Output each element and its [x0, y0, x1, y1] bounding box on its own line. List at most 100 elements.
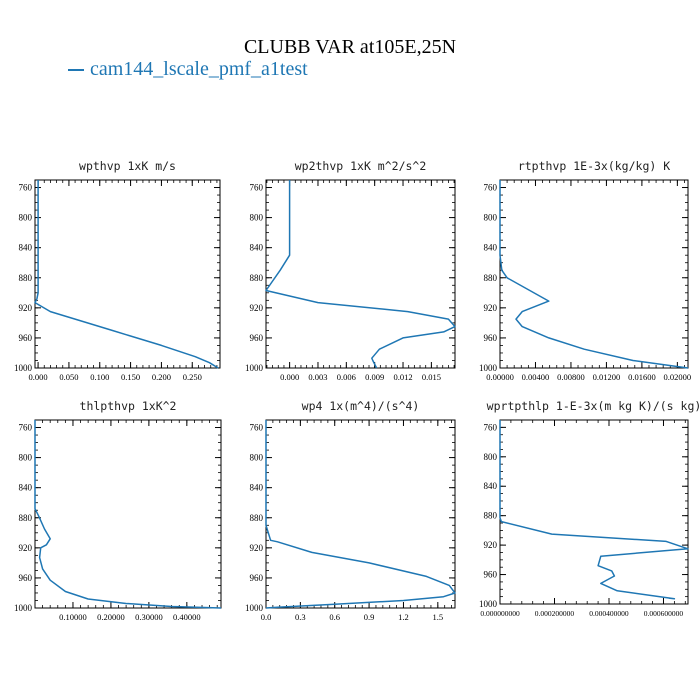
x-tick-label: 0.000	[280, 372, 299, 382]
x-tick-label: 0.3	[295, 612, 306, 622]
series-line	[34, 180, 219, 369]
x-tick-label: 0.6	[329, 612, 340, 622]
x-tick-label: 0.00800	[557, 372, 585, 382]
figure-title: CLUBB VAR at105E,25N	[243, 36, 457, 58]
x-tick-label: 0.009	[365, 372, 384, 382]
y-tick-label: 960	[250, 333, 264, 343]
x-tick-label: 0.01200	[593, 372, 621, 382]
axes-frame	[265, 419, 456, 609]
y-tick-label: 960	[250, 573, 264, 583]
subplot-3: rtpthvp 1E-3x(kg/kg) K 760 800 840 880 920 960…	[479, 159, 691, 382]
y-tick-label: 960	[484, 570, 498, 580]
axes-frame	[499, 419, 689, 605]
y-tick-label: 1000	[479, 363, 498, 373]
x-tick-label: 0.250	[183, 372, 202, 382]
y-tick-label: 920	[484, 540, 498, 550]
x-tick-label: 0.10000	[59, 612, 87, 622]
y-tick-label: 760	[19, 423, 33, 433]
x-tick-label: 0.006	[337, 372, 356, 382]
y-tick-label: 960	[19, 573, 33, 583]
x-tick-label: 0.0	[261, 612, 272, 622]
subplot-4: thlpthvp 1xK^2 760 800 840 880 920 960 1000 0.10…	[14, 399, 222, 622]
x-tick-label: 1.5	[433, 612, 444, 622]
axes-frame	[34, 179, 221, 369]
series-line	[499, 180, 689, 369]
x-tick-label: 0.150	[121, 372, 140, 382]
x-tick-label: 0.000600000	[644, 609, 684, 618]
legend-label: cam144_lscale_pmf_a1test	[90, 58, 308, 80]
x-tick-label: 0.000200000	[535, 609, 575, 618]
legend-line-swatch	[68, 69, 84, 72]
y-tick-label: 800	[250, 453, 264, 463]
y-tick-label: 880	[250, 513, 264, 523]
x-tick-label: 0.003	[308, 372, 327, 382]
y-tick-label: 840	[484, 243, 498, 253]
y-tick-label: 840	[250, 483, 264, 493]
y-tick-label: 760	[484, 183, 498, 193]
subplot-title: rtpthvp 1E-3x(kg/kg) K	[518, 159, 670, 173]
y-tick-label: 800	[484, 213, 498, 223]
y-tick-label: 760	[250, 183, 264, 193]
y-tick-label: 880	[484, 273, 498, 283]
y-tick-label: 840	[484, 481, 498, 491]
y-tick-label: 880	[19, 513, 33, 523]
x-tick-label: 0.012	[393, 372, 412, 382]
x-tick-label: 1.2	[398, 612, 409, 622]
axes-frame	[265, 179, 456, 369]
x-tick-label: 0.9	[364, 612, 375, 622]
y-tick-label: 960	[484, 333, 498, 343]
x-tick-label: 0.01600	[628, 372, 656, 382]
subplot-2: wp2thvp 1xK m^2/s^2 760 800 840 880 920 960 100…	[245, 159, 456, 382]
subplot-1: wpthvp 1xK m/s 760 800 840 880 920 960 10000.00…	[14, 159, 221, 382]
y-tick-label: 920	[250, 543, 264, 553]
x-tick-label: 0.000	[29, 372, 48, 382]
y-tick-label: 840	[19, 243, 33, 253]
x-tick-label: 0.20000	[97, 612, 125, 622]
y-tick-label: 880	[250, 273, 264, 283]
axes-frame	[34, 419, 222, 609]
legend: cam144_lscale_pmf_a1test	[68, 58, 308, 81]
series-line	[34, 420, 222, 609]
y-tick-label: 760	[19, 183, 33, 193]
y-tick-label: 1000	[245, 603, 264, 613]
x-tick-label: 0.00400	[522, 372, 550, 382]
series-line	[265, 420, 456, 609]
x-tick-label: 0.000400000	[589, 609, 629, 618]
x-tick-label: 0.100	[90, 372, 109, 382]
y-tick-label: 1000	[14, 603, 33, 613]
y-tick-label: 800	[250, 213, 264, 223]
subplot-6: wprtpthlp 1-E-3x(m kg K)/(s kg) 760 800 840…	[479, 399, 700, 618]
series-line	[265, 180, 456, 369]
series-line	[499, 420, 689, 600]
y-tick-label: 920	[250, 303, 264, 313]
subplot-5: wp4 1x(m^4)/(s^4)76080084088092096010000…	[245, 399, 456, 622]
y-tick-label: 760	[484, 422, 498, 432]
axes-frame	[499, 179, 689, 369]
x-tick-label: 0.02000	[664, 372, 692, 382]
y-tick-label: 880	[484, 511, 498, 521]
x-tick-label: 0.015	[422, 372, 441, 382]
subplot-title: wpthvp 1xK m/s	[79, 159, 176, 173]
y-tick-label: 800	[19, 213, 33, 223]
y-tick-label: 840	[250, 243, 264, 253]
y-tick-label: 920	[484, 303, 498, 313]
y-tick-label: 920	[19, 303, 33, 313]
y-tick-label: 880	[19, 273, 33, 283]
subplot-title: thlpthvp 1xK^2	[80, 399, 177, 413]
subplot-title: wp2thvp 1xK m^2/s^2	[295, 159, 427, 173]
subplot-title: wprtpthlp 1-E-3x(m kg K)/(s kg)	[487, 399, 700, 413]
x-tick-label: 0.000000000	[480, 609, 520, 618]
y-tick-label: 760	[250, 423, 264, 433]
y-tick-label: 1000	[245, 363, 264, 373]
x-tick-label: 0.200	[152, 372, 171, 382]
y-tick-label: 800	[484, 452, 498, 462]
y-tick-label: 1000	[479, 599, 498, 609]
y-tick-label: 800	[19, 453, 33, 463]
x-tick-label: 0.40000	[173, 612, 201, 622]
y-tick-label: 840	[19, 483, 33, 493]
y-tick-label: 920	[19, 543, 33, 553]
y-tick-label: 960	[19, 333, 33, 343]
x-tick-label: 0.050	[59, 372, 78, 382]
